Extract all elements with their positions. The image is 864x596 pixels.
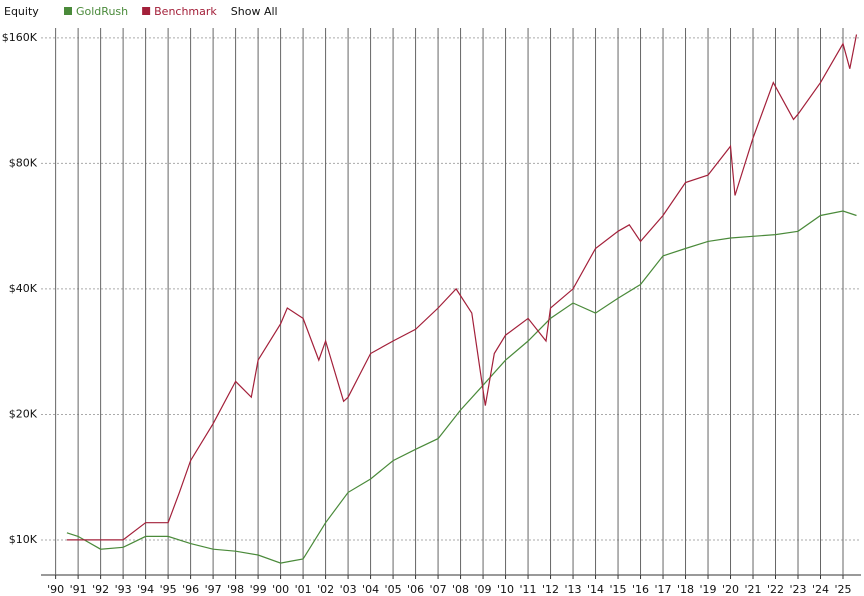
- y-tick-label: $20K: [9, 407, 38, 420]
- x-tick-label: '92: [92, 583, 109, 596]
- x-tick-label: '24: [812, 583, 829, 596]
- series-line: [66, 34, 858, 541]
- legend-label[interactable]: GoldRush: [76, 5, 128, 18]
- x-tick-label: '96: [182, 583, 199, 596]
- x-tick-label: '00: [272, 583, 289, 596]
- y-tick-label: $160K: [2, 31, 38, 44]
- x-tick-label: '04: [362, 583, 379, 596]
- x-tick-label: '12: [542, 583, 559, 596]
- x-tick-label: '18: [677, 583, 694, 596]
- x-tick-label: '15: [610, 583, 627, 596]
- x-tick-label: '95: [160, 583, 177, 596]
- x-tick-label: '22: [767, 583, 784, 596]
- x-tick-label: '07: [430, 583, 447, 596]
- x-tick-label: '10: [497, 583, 514, 596]
- x-tick-label: '98: [227, 583, 244, 596]
- x-tick-label: '23: [789, 583, 806, 596]
- x-tick-label: '25: [834, 583, 851, 596]
- series-line: [66, 210, 857, 564]
- x-tick-label: '90: [47, 583, 64, 596]
- x-tick-label: '11: [520, 583, 537, 596]
- legend-swatch[interactable]: [142, 7, 151, 15]
- legend-label[interactable]: Benchmark: [154, 5, 217, 18]
- x-tick-label: '17: [655, 583, 672, 596]
- y-tick-label: $10K: [9, 533, 38, 546]
- x-tick-label: '02: [317, 583, 334, 596]
- x-tick-label: '13: [565, 583, 582, 596]
- x-tick-label: '93: [115, 583, 132, 596]
- show-all-button[interactable]: Show All: [231, 5, 278, 18]
- x-tick-label: '14: [587, 583, 604, 596]
- x-tick-label: '97: [205, 583, 222, 596]
- x-tick-label: '01: [295, 583, 312, 596]
- x-tick-label: '08: [452, 583, 469, 596]
- x-tick-label: '06: [407, 583, 424, 596]
- x-tick-label: '99: [250, 583, 267, 596]
- y-tick-label: $80K: [9, 156, 38, 169]
- x-tick-label: '94: [137, 583, 154, 596]
- x-tick-label: '09: [475, 583, 492, 596]
- x-tick-label: '03: [340, 583, 357, 596]
- x-tick-label: '20: [722, 583, 739, 596]
- legend-swatch[interactable]: [64, 7, 72, 15]
- x-tick-label: '91: [70, 583, 87, 596]
- y-tick-label: $40K: [9, 282, 38, 295]
- x-tick-label: '05: [385, 583, 402, 596]
- x-tick-label: '16: [632, 583, 649, 596]
- chart-title: Equity: [4, 5, 39, 18]
- x-tick-label: '21: [745, 583, 762, 596]
- x-tick-label: '19: [700, 583, 717, 596]
